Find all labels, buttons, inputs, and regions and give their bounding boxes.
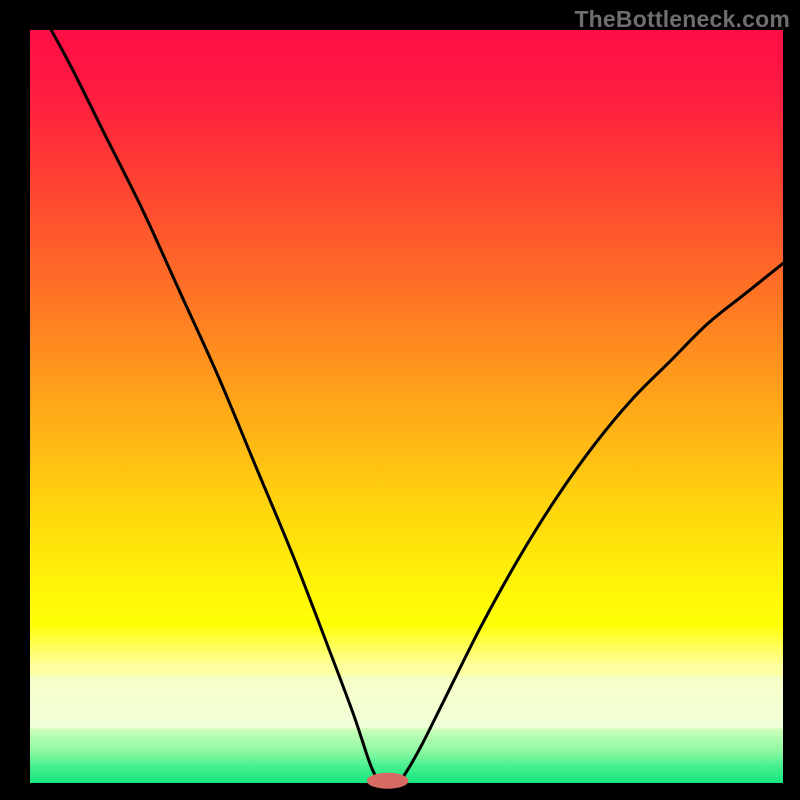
watermark-text: TheBottleneck.com bbox=[574, 6, 790, 33]
chart-container: TheBottleneck.com bbox=[0, 0, 800, 800]
bottleneck-chart bbox=[0, 0, 800, 800]
optimal-marker bbox=[367, 773, 408, 788]
plot-background bbox=[30, 30, 783, 783]
